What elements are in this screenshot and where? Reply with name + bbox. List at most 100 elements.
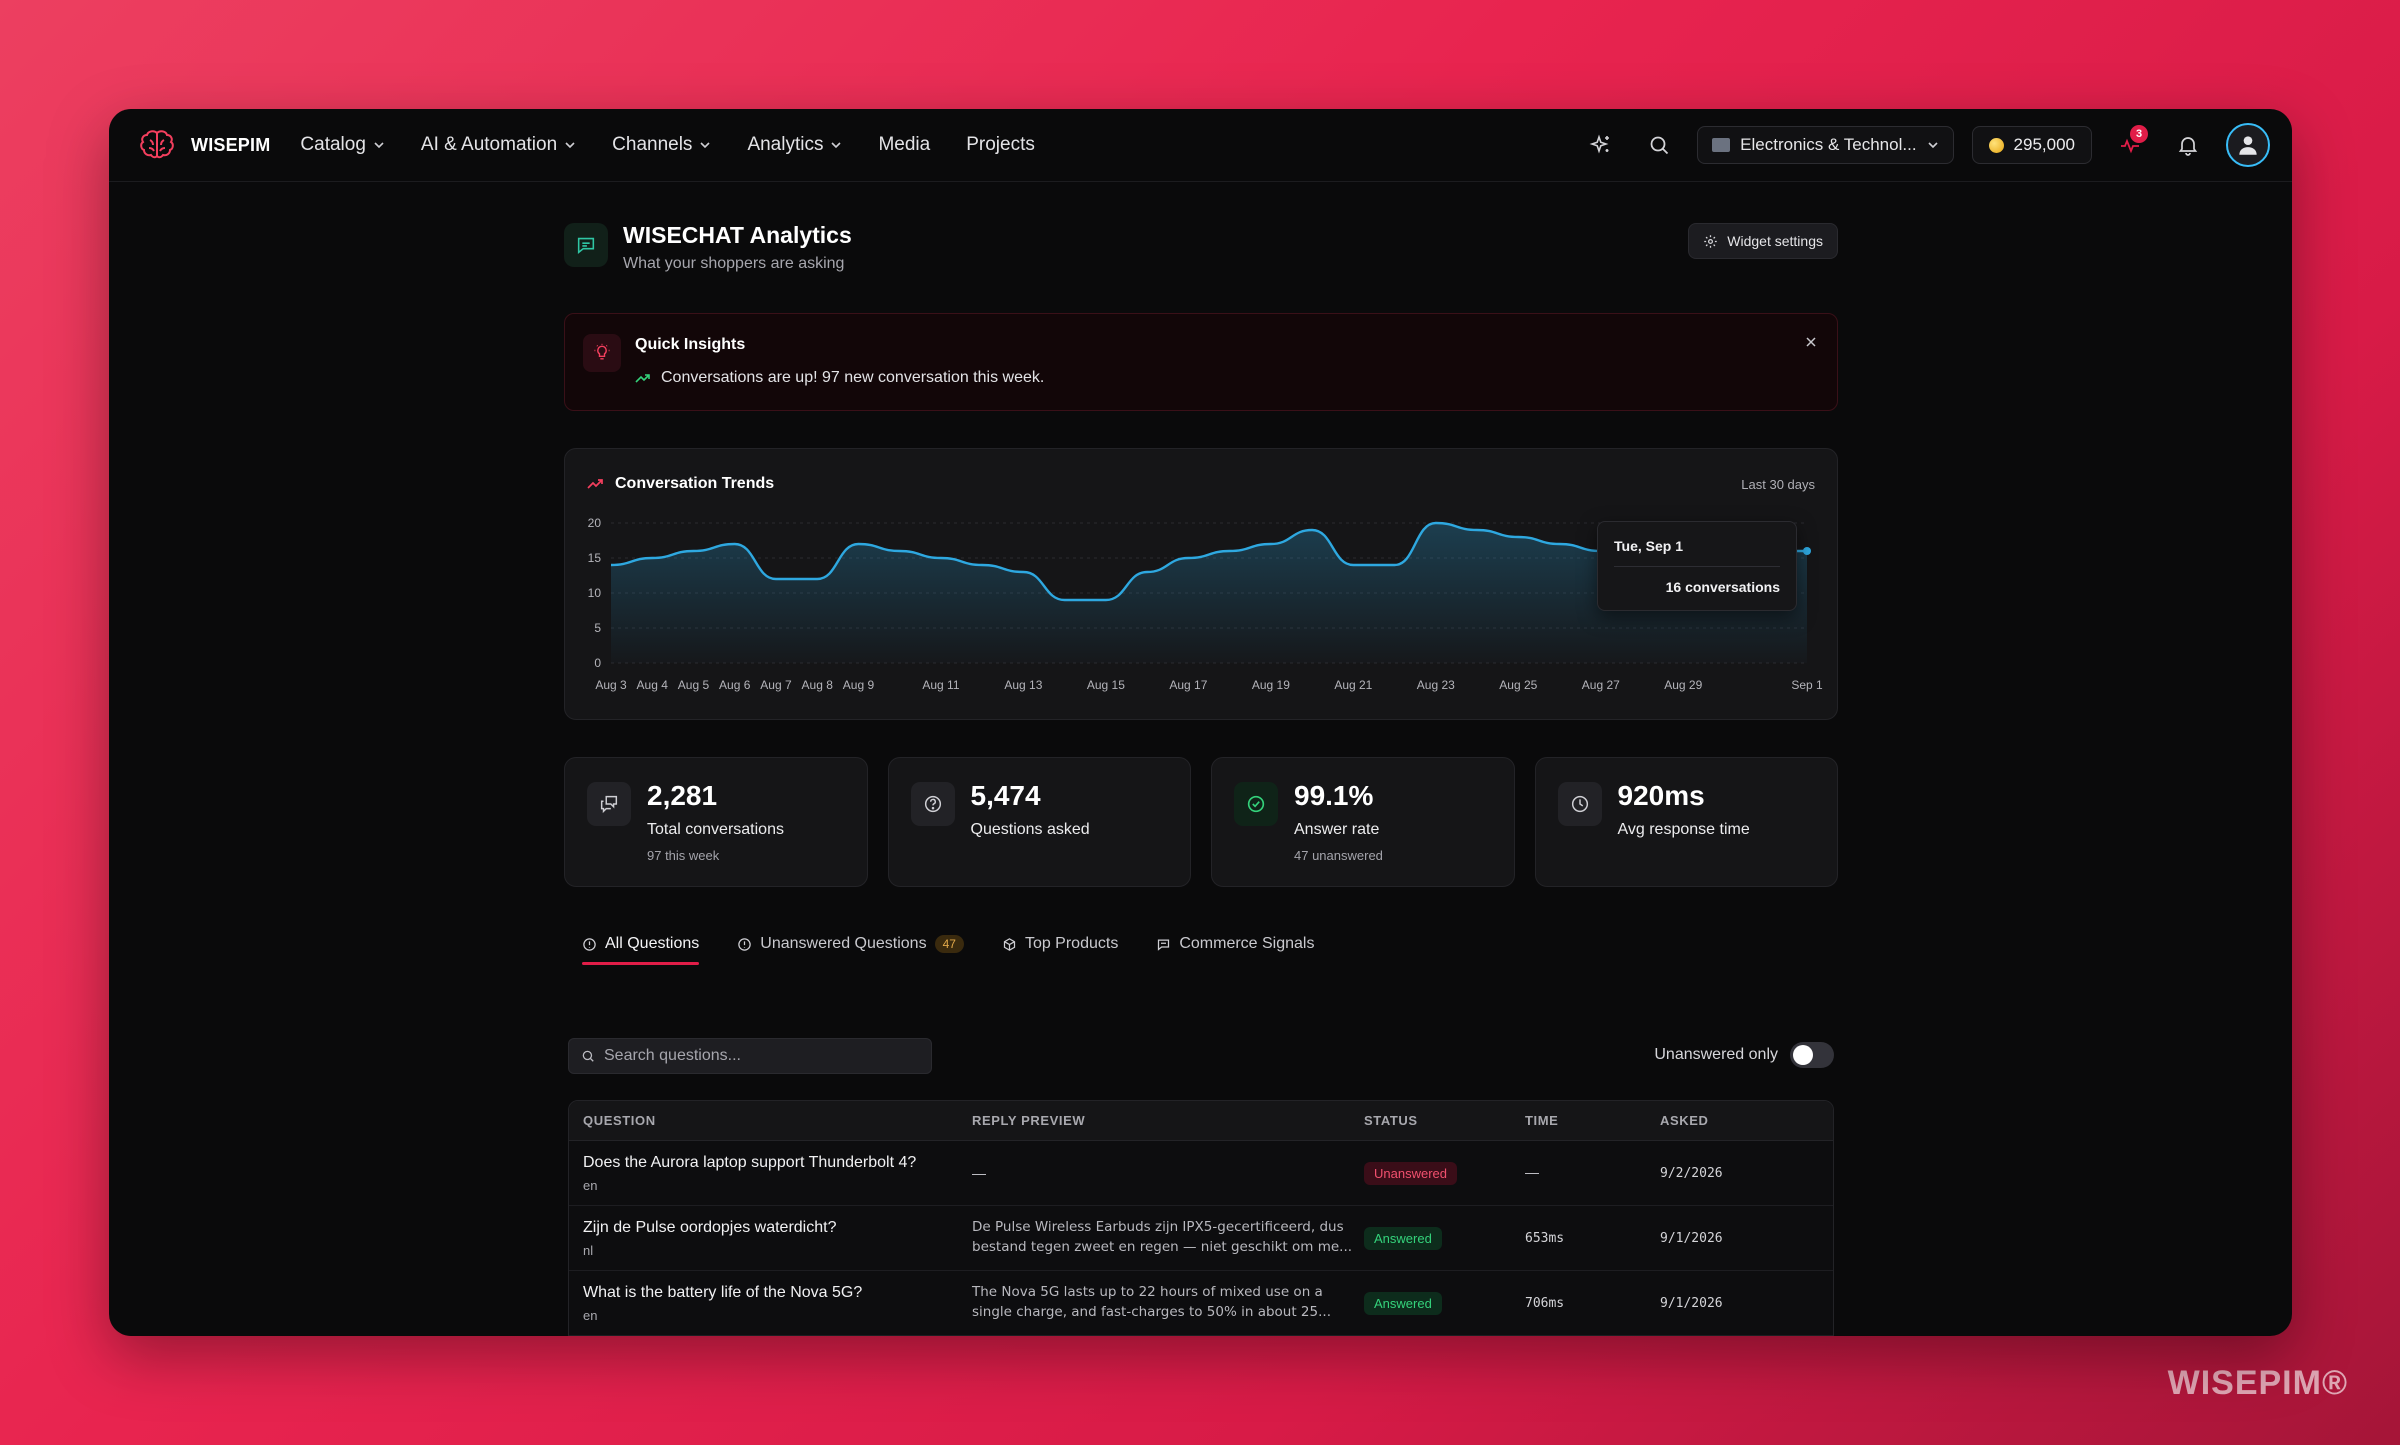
stat-label: Questions asked <box>970 821 1090 838</box>
status-badge: Answered <box>1364 1226 1442 1250</box>
insights-text: Conversations are up! 97 new conversatio… <box>661 369 1045 386</box>
questions-table: QUESTION REPLY PREVIEW STATUS TIME ASKED… <box>568 1100 1834 1336</box>
x-tick-label: Aug 21 <box>1334 678 1372 692</box>
stat-label: Avg response time <box>1617 821 1750 838</box>
response-time: — <box>1525 1164 1539 1180</box>
nav-analytics-label: Analytics <box>747 134 824 155</box>
category-select[interactable]: Electronics & Technol... <box>1697 126 1954 164</box>
status-badge: Unanswered <box>1364 1161 1457 1185</box>
nav-media-label: Media <box>878 134 931 155</box>
tooltip-date: Tue, Sep 1 <box>1614 538 1683 554</box>
unanswered-only-filter: Unanswered only <box>1654 1042 1834 1068</box>
nav-ai-automation[interactable]: AI & Automation <box>421 134 576 156</box>
chart-title-wrap: Conversation Trends <box>587 475 774 493</box>
response-time: 706ms <box>1525 1296 1565 1311</box>
nav-catalog[interactable]: Catalog <box>300 134 385 156</box>
question-lang: en <box>583 1307 598 1323</box>
unanswered-count-badge: 47 <box>934 935 964 953</box>
series-area <box>611 523 1807 663</box>
y-tick-label: 10 <box>588 586 602 600</box>
tab-label: Unanswered Questions <box>760 935 927 952</box>
stat-sub: 97 this week <box>647 848 720 863</box>
conversation-trends-card: 0 5 10 15 20 Aug 3 Aug 4 Aug 5 Aug 6 Aug 7 Aug 8 Au… <box>564 448 1838 720</box>
bell-icon <box>2178 137 2198 156</box>
table-row[interactable]: What is the battery life of the Nova 5G?… <box>569 1271 1833 1336</box>
logo[interactable]: WISEPIM <box>137 125 270 165</box>
x-tick-label: Aug 17 <box>1169 678 1207 692</box>
credits-value: 295,000 <box>2013 135 2075 154</box>
search-button[interactable] <box>1639 125 1679 165</box>
x-tick-label: Aug 29 <box>1664 678 1702 692</box>
ai-sparkle-button[interactable] <box>1581 125 1621 165</box>
x-tick-label: Aug 15 <box>1087 678 1125 692</box>
nav-right: Electronics & Technol... 295,000 3 <box>1581 123 2270 167</box>
unanswered-only-toggle[interactable] <box>1790 1042 1834 1068</box>
stats-row: 2,281 Total conversations 97 this week 5… <box>564 757 1838 887</box>
question-lang: en <box>583 1177 598 1193</box>
nav-media[interactable]: Media <box>878 134 930 156</box>
box-icon <box>1003 937 1016 951</box>
check-circle-icon <box>1234 782 1278 826</box>
top-nav: WISEPIM Catalog AI & Automation Channels… <box>109 109 2292 182</box>
close-insights-button[interactable] <box>1801 332 1821 352</box>
chevron-down-icon <box>565 142 575 149</box>
notifications-button[interactable] <box>2168 125 2208 165</box>
search-icon <box>1650 136 1669 155</box>
tab-top-products[interactable]: Top Products <box>1002 935 1118 965</box>
col-asked[interactable]: ASKED <box>1660 1113 1709 1128</box>
nav-channels[interactable]: Channels <box>612 134 711 156</box>
tooltip-divider <box>1614 566 1780 567</box>
widget-settings-button[interactable]: Widget settings <box>1688 223 1838 259</box>
x-tick-label: Aug 23 <box>1417 678 1455 692</box>
nav-projects-label: Projects <box>966 134 1035 155</box>
search-questions-input[interactable] <box>604 1047 904 1065</box>
trend-up-icon <box>635 374 650 383</box>
y-tick-label: 5 <box>594 621 601 635</box>
folder-icon <box>1712 138 1731 152</box>
brand-watermark: WISEPIM® <box>2167 1364 2348 1402</box>
table-row[interactable]: Zijn de Pulse oordopjes waterdicht? nl De… <box>569 1206 1833 1271</box>
x-tick-label: Aug 4 <box>637 678 669 692</box>
col-reply-preview[interactable]: REPLY PREVIEW <box>972 1113 1086 1128</box>
x-tick-label: Aug 13 <box>1004 678 1042 692</box>
x-tick-label: Aug 6 <box>719 678 751 692</box>
activity-button[interactable]: 3 <box>2110 125 2150 165</box>
trend-up-icon <box>587 479 603 489</box>
y-tick-label: 20 <box>588 516 602 530</box>
x-tick-label: Aug 5 <box>678 678 710 692</box>
nav-projects[interactable]: Projects <box>966 134 1035 156</box>
tab-commerce-signals[interactable]: Commerce Signals <box>1156 935 1314 965</box>
info-circle-icon <box>583 937 596 951</box>
x-tick-label: Aug 27 <box>1582 678 1620 692</box>
stat-value: 99.1% <box>1294 780 1374 811</box>
activity-count-badge: 3 <box>2130 125 2148 143</box>
tab-all-questions[interactable]: All Questions <box>582 935 700 965</box>
user-avatar[interactable] <box>2226 123 2270 167</box>
stat-answer-rate: 99.1% Answer rate 47 unanswered <box>1211 757 1515 887</box>
search-questions-field[interactable] <box>568 1038 932 1074</box>
stat-label: Total conversations <box>647 821 784 838</box>
col-question[interactable]: QUESTION <box>583 1113 656 1128</box>
chevron-down-icon <box>700 142 711 149</box>
nav-catalog-label: Catalog <box>300 134 366 155</box>
gear-icon <box>1704 234 1718 248</box>
x-tick-label: Aug 9 <box>843 678 875 692</box>
col-time[interactable]: TIME <box>1525 1113 1559 1128</box>
page-header: WISECHAT Analytics What your shoppers ar… <box>564 219 1838 279</box>
app-window: WISEPIM Catalog AI & Automation Channels… <box>109 109 2292 1336</box>
nav-analytics[interactable]: Analytics <box>747 134 842 156</box>
coin-icon <box>1988 137 2004 153</box>
tab-unanswered-questions[interactable]: Unanswered Questions 47 <box>737 935 964 965</box>
chevron-down-icon <box>374 142 384 149</box>
user-icon <box>2239 136 2257 155</box>
col-status[interactable]: STATUS <box>1364 1113 1418 1128</box>
stat-label: Answer rate <box>1294 821 1380 838</box>
insights-message: Conversations are up! 97 new conversatio… <box>635 369 1044 387</box>
message-square-icon <box>1158 939 1170 951</box>
question-tabs: All Questions Unanswered Questions 47 To… <box>582 935 1314 965</box>
stat-questions-asked: 5,474 Questions asked <box>887 757 1191 887</box>
chevron-down-icon <box>1927 142 1938 149</box>
tab-label: Top Products <box>1024 935 1119 952</box>
table-row[interactable]: Does the Aurora laptop support Thunderbo… <box>569 1141 1833 1206</box>
credits-badge[interactable]: 295,000 <box>1971 126 2092 164</box>
